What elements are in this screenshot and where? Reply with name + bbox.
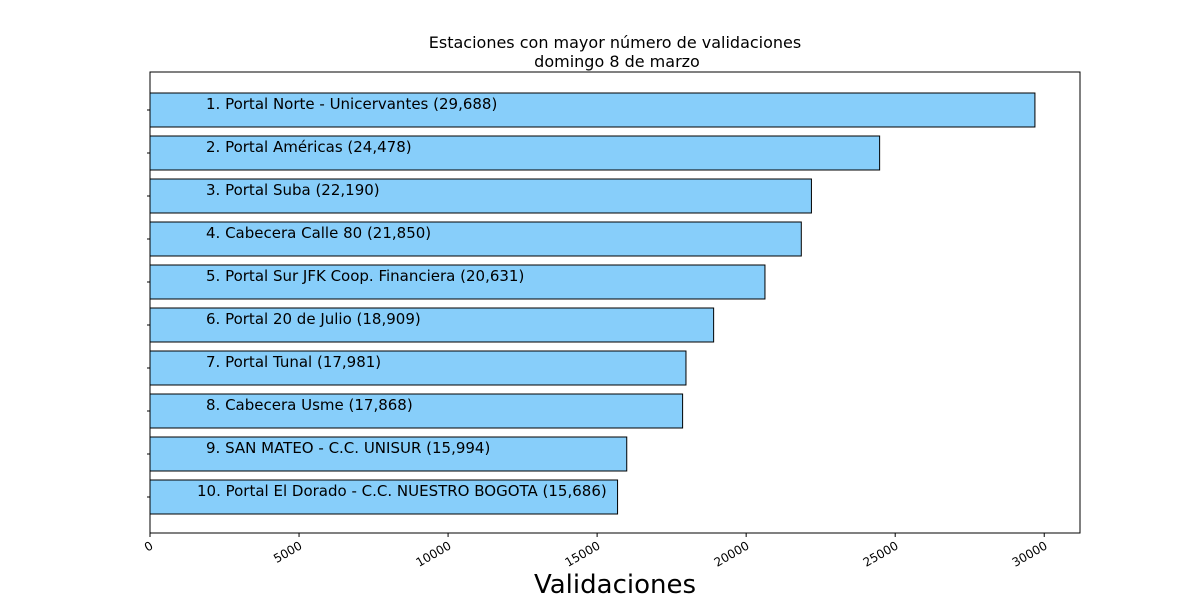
x-tick-label: 15000 [563, 538, 603, 569]
bar [149, 221, 802, 257]
bar-label: 7. Portal Tunal (17,981) [206, 353, 381, 371]
bar-label: 2. Portal Américas (24,478) [206, 138, 412, 156]
chart-subtitle: domingo 8 de marzo [534, 52, 700, 71]
plot-frame [149, 71, 1081, 534]
x-tick-label: 30000 [1010, 538, 1050, 569]
bar-label: 5. Portal Sur JFK Coop. Financiera (20,6… [206, 267, 524, 285]
bar-label: 9. SAN MATEO - C.C. UNISUR (15,994) [206, 439, 490, 457]
bar [149, 178, 812, 214]
x-tick-label: 5000 [271, 538, 304, 565]
bar-label: 10. Portal El Dorado - C.C. NUESTRO BOGO… [197, 482, 607, 500]
x-axis-label: Validaciones [534, 570, 696, 600]
bar [149, 479, 619, 515]
bar-label: 4. Cabecera Calle 80 (21,850) [206, 224, 431, 242]
bar-label: 3. Portal Suba (22,190) [206, 181, 380, 199]
bar-label: 6. Portal 20 de Julio (18,909) [206, 310, 421, 328]
bar [149, 135, 881, 171]
bar [149, 264, 766, 300]
x-tick-label: 25000 [861, 538, 901, 569]
bar-label: 1. Portal Norte - Unicervantes (29,688) [206, 95, 497, 113]
bar-label: 8. Cabecera Usme (17,868) [206, 396, 413, 414]
bar [149, 350, 687, 386]
chart-title: Estaciones con mayor número de validacio… [429, 33, 801, 52]
x-tick-label: 0 [142, 538, 156, 554]
x-tick-label: 20000 [712, 538, 752, 569]
bar [149, 92, 1036, 128]
x-tick-label: 10000 [414, 538, 454, 569]
